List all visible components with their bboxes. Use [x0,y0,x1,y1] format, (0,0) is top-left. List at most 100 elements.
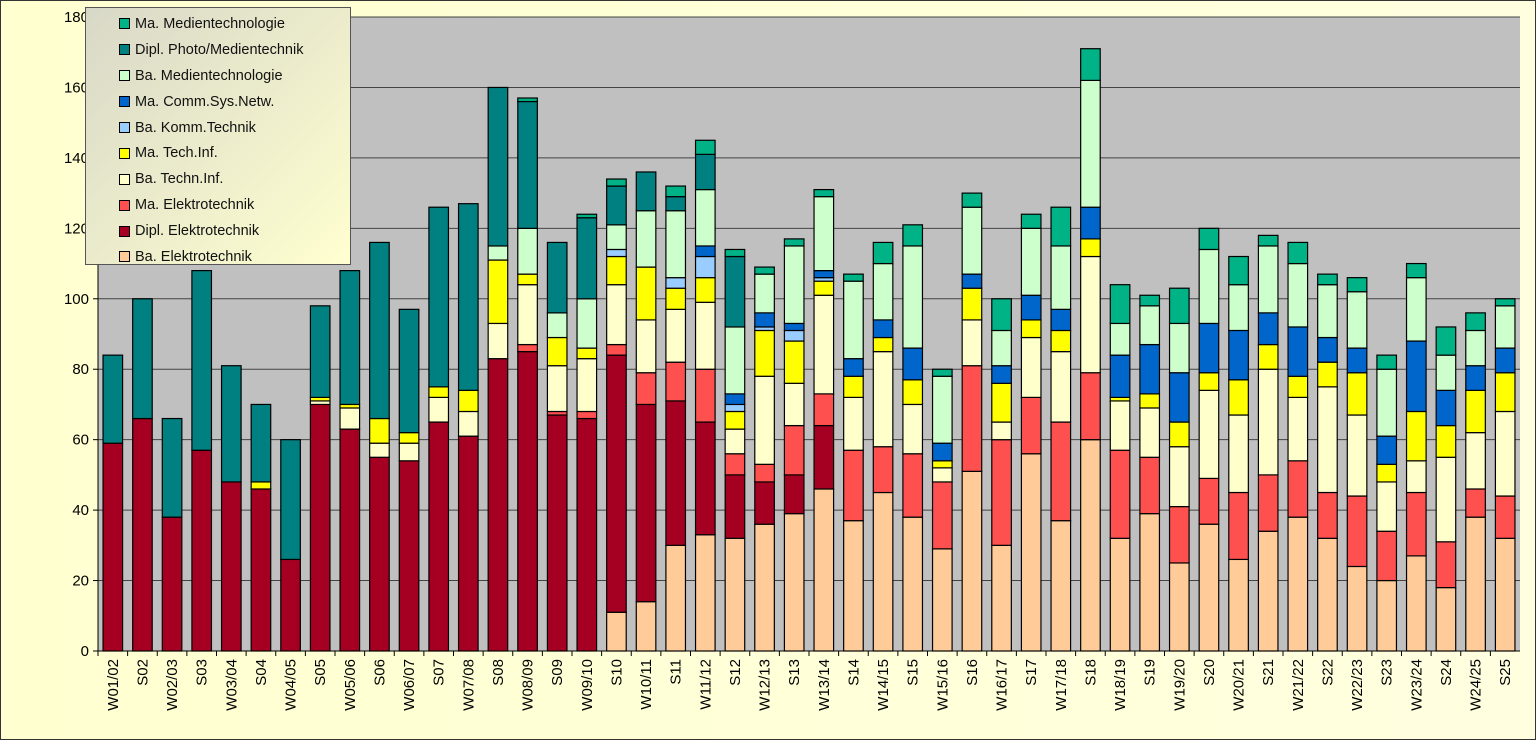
bar-segment [1435,541,1457,589]
bar-segment [1435,354,1457,391]
x-tick-label: W15/16 [934,659,951,711]
bar-segment [1198,248,1220,325]
x-tick-label: W18/19 [1112,659,1129,711]
bar-segment [1376,530,1398,582]
bar-segment [931,375,953,444]
bar-segment [694,188,716,247]
bar-segment [694,255,716,279]
x-tick-label: W11/12 [697,659,714,710]
bar-segment [1139,456,1161,515]
bar-segment [1376,463,1398,483]
bar-segment [872,491,894,652]
bar-segment [576,347,598,360]
bar-segment [1465,516,1486,652]
bar-segment [191,270,213,451]
bar-segment [132,417,153,652]
legend-swatch [119,251,130,263]
bar-segment [665,196,687,212]
legend-item: Ba. Techn.Inf. [119,166,350,192]
bar-segment [635,319,657,374]
x-tick-label: W10/11 [638,659,655,710]
legend-item: Ba. Komm.Technik [119,115,350,141]
bar-segment [635,171,657,212]
bar-segment [931,467,953,483]
bar-segment [783,322,805,332]
bar-segment [487,322,509,360]
bar-segment [872,446,894,494]
bar-segment [1168,505,1190,564]
bar-segment [309,403,331,652]
y-tick-label: 100 [64,291,89,308]
bar-segment [991,421,1012,441]
bar-segment [1020,396,1042,455]
bar-segment [1139,513,1161,652]
bar-segment [1376,579,1398,652]
bar-segment [1435,424,1457,458]
bar-segment [665,308,687,363]
bar-segment [813,280,835,296]
bar-segment [961,192,983,208]
bar-segment [517,284,538,346]
x-tick-label: S16 [964,659,981,686]
bar-segment [1080,439,1101,652]
bar-segment [1494,410,1516,497]
bar-segment [102,442,124,652]
bar-segment [309,305,331,399]
bar-segment [1257,234,1279,247]
x-tick-label: W24/25 [1468,659,1485,711]
legend-label: Ma. Elektrotechnik [135,197,255,214]
bar-segment [961,206,983,275]
bar-segment [1050,520,1072,652]
bar-segment [1494,347,1516,374]
bar-segment [1109,354,1131,398]
bar-segment [398,432,420,444]
bar-segment [1346,277,1368,293]
legend-item: Ba. Elektrotechnik [119,244,350,270]
legend-swatch [119,199,130,211]
bar-segment [606,224,627,251]
x-tick-label: W04/05 [283,659,300,711]
bar-segment [754,463,775,483]
bar-segment [665,400,687,546]
bar-segment [1109,537,1131,652]
bar-segment [783,424,805,476]
bar-segment [635,266,657,321]
bar-segment [1287,262,1309,328]
bar-segment [369,241,390,420]
bar-segment [1228,491,1249,561]
bar-segment [250,481,272,490]
bar-segment [724,393,746,406]
bar-segment [813,270,835,279]
bar-segment [843,520,864,652]
bar-segment [1465,312,1486,332]
x-tick-label: S13 [786,659,803,686]
bar-segment [1080,238,1101,258]
bar-segment [754,481,775,525]
bar-segment [991,439,1012,546]
bar-segment [1198,389,1220,480]
x-tick-label: W17/18 [1053,659,1070,711]
bar-segment [1494,372,1516,413]
legend-swatch [119,44,130,56]
bar-segment [902,453,924,518]
x-tick-label: S08 [490,659,507,686]
legend-item: Ma. Elektrotechnik [119,192,350,218]
bar-segment [961,273,983,289]
bar-segment [931,481,953,550]
bar-segment [754,266,775,275]
bar-segment [517,97,538,103]
bar-segment [1465,488,1486,518]
bar-segment [1109,284,1131,325]
bar-segment [457,203,479,391]
legend-item: Ba. Medientechnologie [119,63,350,89]
x-tick-label: W16/17 [994,659,1011,711]
bar-segment [1080,255,1101,374]
bar-segment [1109,322,1131,356]
legend-label: Ba. Elektrotechnik [135,248,252,265]
bar-segment [665,287,687,310]
bar-segment [1109,400,1131,451]
legend-swatch [119,96,130,108]
bar-segment [694,153,716,191]
bar-segment [487,259,509,325]
bar-segment [635,601,657,652]
